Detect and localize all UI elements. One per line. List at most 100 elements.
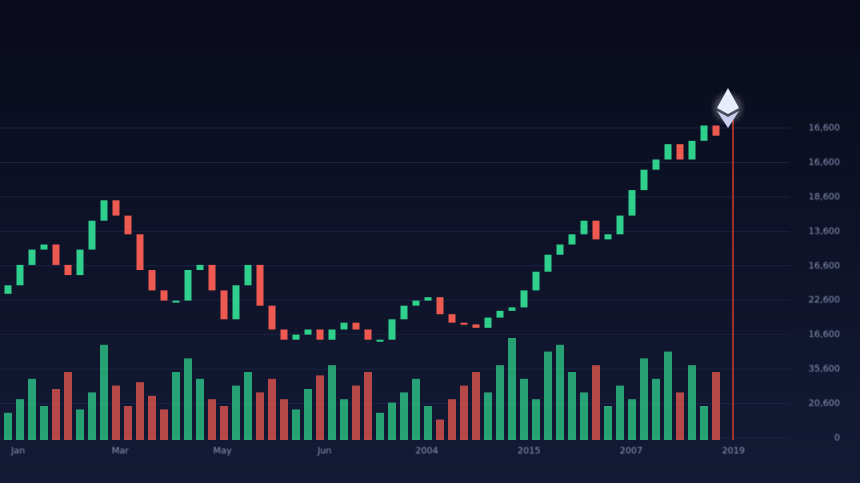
eth-icon xyxy=(714,88,742,128)
volume-bar xyxy=(532,399,540,440)
volume-bar xyxy=(196,378,204,440)
volume-bar xyxy=(328,365,336,440)
candle-body xyxy=(652,159,660,170)
volume-bar xyxy=(556,344,564,440)
volume-bar xyxy=(664,351,672,440)
candle-body xyxy=(664,144,672,160)
volume-bar xyxy=(568,372,576,440)
candle-body xyxy=(400,305,408,320)
x-tick-label: Jan xyxy=(10,447,25,457)
candle-body xyxy=(28,249,36,265)
y-tick-label: 13,600 xyxy=(809,227,841,237)
candle-body xyxy=(124,215,132,235)
candle-body xyxy=(364,329,372,340)
volume-bar xyxy=(364,372,372,440)
candle-body xyxy=(592,220,600,240)
candle-body xyxy=(280,329,288,340)
volume-bar xyxy=(508,338,516,440)
volume-bar xyxy=(88,392,96,440)
volume-bar xyxy=(304,389,312,440)
volume-bar xyxy=(616,385,624,440)
candle-body xyxy=(508,307,516,311)
y-tick-label: 16,600 xyxy=(809,158,841,168)
candle-body xyxy=(712,125,720,136)
volume-bar xyxy=(4,412,12,440)
volume-bar xyxy=(232,385,240,440)
volume-bar xyxy=(148,395,156,440)
volume-bar xyxy=(376,412,384,440)
volume-bar xyxy=(172,372,180,440)
x-tick-label: 2004 xyxy=(415,447,438,457)
candle-body xyxy=(700,125,708,141)
y-tick-label: 16,600 xyxy=(809,261,841,271)
candle-body xyxy=(532,271,540,291)
candle-body xyxy=(424,297,432,301)
candle-body xyxy=(304,329,312,335)
candle-body xyxy=(64,264,72,276)
candle-body xyxy=(40,244,48,250)
y-tick-label: 22,600 xyxy=(809,296,841,306)
candle-body xyxy=(220,290,228,320)
volume-bar xyxy=(28,378,36,440)
marks xyxy=(4,125,720,440)
volume-bar xyxy=(448,399,456,440)
x-tick-label: 2015 xyxy=(518,447,541,457)
volume-bar xyxy=(496,365,504,440)
y-tick-label: 0 xyxy=(834,434,840,444)
candle-body xyxy=(184,270,192,301)
volume-bar xyxy=(244,372,252,440)
candle-body xyxy=(52,244,60,265)
x-tick-label: Jun xyxy=(317,447,332,457)
volume-bar xyxy=(340,399,348,440)
candle-body xyxy=(160,290,168,301)
candle-body xyxy=(496,310,504,318)
y-tick-label: 20,600 xyxy=(809,399,841,409)
candle-body xyxy=(316,329,324,340)
candle-body xyxy=(448,314,456,323)
candle-body xyxy=(328,329,336,340)
candle-body xyxy=(556,244,564,255)
volume-bar xyxy=(280,399,288,440)
candle-body xyxy=(100,200,108,221)
candle-body xyxy=(604,234,612,240)
x-tick-label: 2019 xyxy=(722,447,745,457)
volume-bar xyxy=(220,406,228,440)
volume-bar xyxy=(436,419,444,440)
volume-bar xyxy=(544,351,552,440)
volume-bar xyxy=(640,358,648,440)
volume-bar xyxy=(292,409,300,440)
candle-body xyxy=(148,270,156,291)
volume-bar xyxy=(520,378,528,440)
volume-bar xyxy=(76,409,84,440)
volume-bar xyxy=(388,402,396,440)
candle-body xyxy=(640,169,648,191)
candle-body xyxy=(76,249,84,276)
volume-bar xyxy=(424,406,432,440)
candle-body xyxy=(688,140,696,160)
candle-body xyxy=(676,144,684,160)
candle-body xyxy=(136,234,144,270)
candle-body xyxy=(376,339,384,342)
candle-body xyxy=(412,300,420,306)
volume-bar xyxy=(580,392,588,440)
x-tick-label: Mar xyxy=(112,447,129,457)
candle-body xyxy=(196,264,204,270)
volume-bar xyxy=(136,382,144,440)
volume-bar xyxy=(112,385,120,440)
volume-bar xyxy=(412,378,420,440)
y-tick-label: 16,600 xyxy=(809,124,841,134)
volume-bar xyxy=(184,358,192,440)
volume-bar xyxy=(100,344,108,440)
volume-bar xyxy=(472,372,480,440)
volume-bar xyxy=(256,392,264,440)
candle-body xyxy=(244,264,252,286)
volume-bar xyxy=(688,365,696,440)
volume-bar xyxy=(40,406,48,440)
candle-body xyxy=(472,324,480,328)
candle-body xyxy=(352,322,360,330)
candle-body xyxy=(208,264,216,291)
volume-bar xyxy=(712,372,720,440)
volume-bar xyxy=(700,406,708,440)
candle-body xyxy=(580,220,588,235)
